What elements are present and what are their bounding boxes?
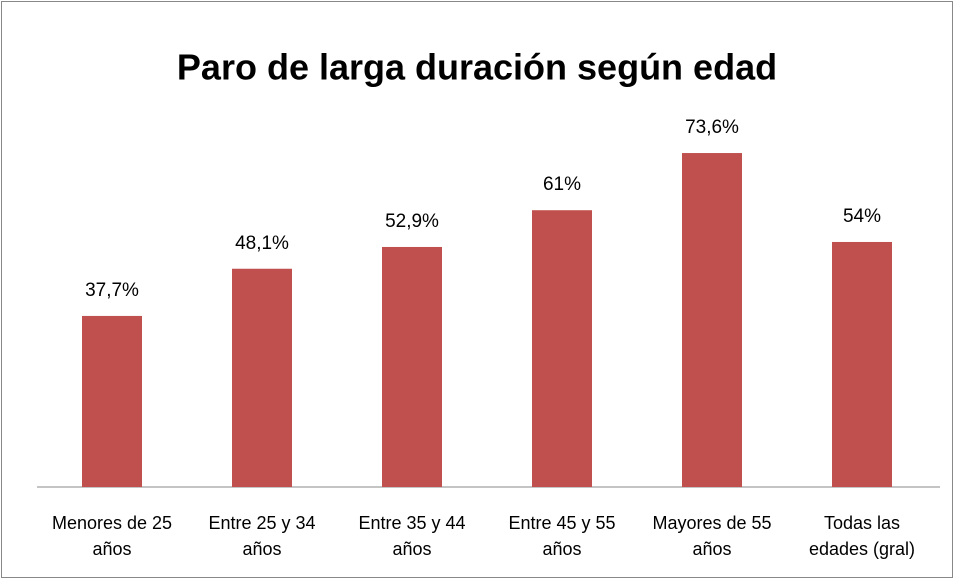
- x-tick-label: Mayores de 55 años: [652, 513, 772, 559]
- data-label: 37,7%: [85, 280, 139, 301]
- chart-title: Paro de larga duración según edad: [177, 47, 777, 88]
- x-tick-label: Menores de 25 años: [51, 513, 173, 559]
- bar: [232, 268, 292, 487]
- x-tick-label: Entre 35 y 44 años: [358, 513, 466, 559]
- bar: [682, 153, 742, 488]
- data-label: 61%: [543, 174, 581, 195]
- x-tick-label: Entre 25 y 34 años: [208, 513, 316, 559]
- x-tick-label: Todas las edades (gral): [808, 513, 916, 559]
- data-label: 73,6%: [685, 117, 739, 138]
- data-label: 52,9%: [385, 211, 439, 232]
- bar: [532, 210, 592, 487]
- bar: [82, 315, 142, 487]
- data-label: 48,1%: [235, 233, 289, 254]
- data-label: 54%: [843, 206, 881, 227]
- bar: [832, 241, 892, 487]
- x-tick-label: Entre 45 y 55 años: [508, 513, 616, 559]
- bar: [382, 246, 442, 487]
